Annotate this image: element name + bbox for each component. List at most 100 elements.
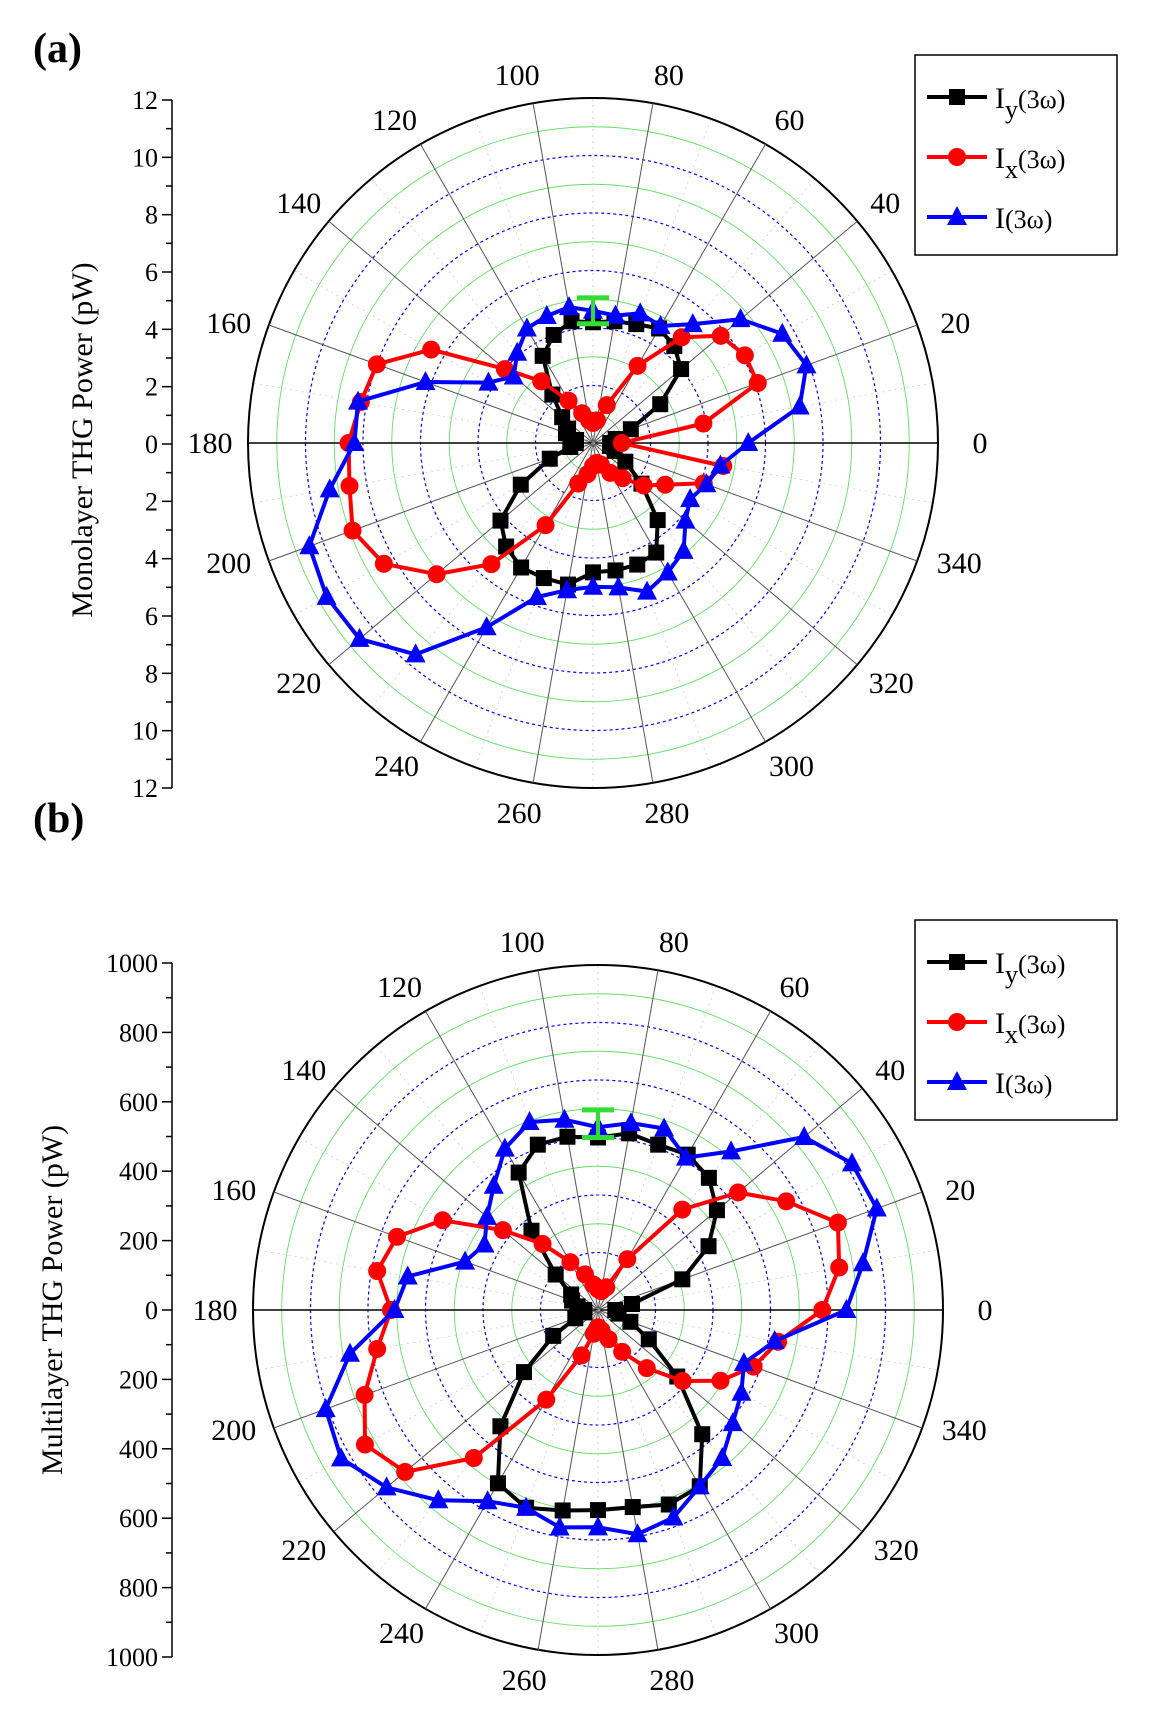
grid-spoke [592, 442, 858, 666]
radial-tick-label: 600 [119, 1088, 158, 1117]
grid-spoke-minor [592, 118, 712, 444]
legend-item-Ix: Ix(3ω) [927, 142, 1065, 184]
data-point [387, 1227, 406, 1246]
radial-tick-label: 200 [119, 1365, 158, 1394]
angle-tick-label: 220 [276, 667, 321, 700]
angle-tick-label: 140 [281, 1054, 326, 1087]
y-axis-title-a: Monolayer THG Power (pW) [66, 262, 99, 617]
legend-label: I(3ω) [995, 202, 1052, 235]
radial-axis-b: 0 200 200 400 400 600 600 800 800 1000 1000 [106, 949, 173, 1672]
data-point [355, 1385, 374, 1404]
data-point [710, 454, 731, 474]
data-point [563, 313, 580, 330]
legend-item-I: I(3ω) [927, 1067, 1052, 1100]
legend-label-sub: x [1005, 1020, 1018, 1049]
angle-tick-label: 240 [374, 750, 419, 783]
radial-tick-label: 12 [132, 86, 158, 115]
data-point [630, 302, 651, 322]
data-point [557, 579, 578, 599]
data-point [738, 432, 759, 451]
legend-item-Iy: Iy(3ω) [927, 82, 1065, 124]
data-point [712, 1446, 733, 1466]
y-axis-title-b: Multilayer THG Power (pW) [36, 1125, 69, 1475]
data-point [478, 371, 499, 391]
data-point [529, 1136, 546, 1153]
legend-item-Iy: Iy(3ω) [927, 947, 1065, 989]
legend-label-main: I [995, 142, 1005, 175]
legend-label: I(3ω) [995, 1067, 1052, 1100]
angle-tick-label: 200 [211, 1414, 256, 1447]
data-point [483, 1174, 504, 1194]
angle-tick-label: 300 [774, 1617, 819, 1650]
data-point [682, 313, 703, 333]
angle-tick-label: 160 [211, 1174, 256, 1207]
data-point [477, 1205, 498, 1225]
data-point [495, 360, 514, 379]
grid-spoke [592, 143, 766, 444]
data-point [607, 562, 624, 579]
legend-label-main: I [995, 947, 1005, 980]
angle-tick-label: 200 [206, 547, 251, 580]
data-point [608, 576, 629, 596]
data-point [729, 1183, 748, 1202]
data-point [624, 1499, 641, 1516]
angle-spokes-a [248, 98, 938, 788]
grid-spoke [592, 442, 918, 562]
data-point [455, 1250, 476, 1270]
angle-tick-label: 180 [193, 1294, 238, 1327]
legend-label-rest: (3ω) [1005, 205, 1052, 234]
grid-spoke [273, 1191, 599, 1311]
data-point [675, 509, 696, 529]
legend-item-Ix: Ix(3ω) [927, 1007, 1065, 1049]
radial-tick-label: 200 [119, 1227, 158, 1256]
data-point [349, 627, 370, 647]
data-point [866, 1197, 887, 1217]
series-I [299, 296, 817, 663]
data-point [340, 476, 359, 495]
legend-label-rest: (3ω) [1005, 1070, 1052, 1099]
radial-tick-label: 400 [119, 1435, 158, 1464]
data-point [588, 1516, 608, 1536]
data-point [503, 365, 524, 385]
data-point [605, 304, 626, 324]
data-point [634, 476, 653, 495]
data-point [637, 580, 658, 600]
data-point [649, 512, 666, 529]
legend-label-main: I [995, 202, 1005, 235]
data-point [559, 1128, 576, 1145]
grid-spoke [537, 1309, 599, 1650]
angle-tick-label: 340 [942, 1414, 987, 1447]
angle-tick-label: 120 [372, 104, 417, 137]
series-Ix [339, 326, 767, 584]
data-point [367, 355, 386, 374]
data-point [545, 1327, 562, 1344]
legend-label-sub: x [1005, 155, 1018, 184]
angle-tick-label: 300 [769, 750, 814, 783]
angle-tick-label: 320 [874, 1534, 919, 1567]
data-point [618, 1250, 637, 1269]
data-point [627, 1523, 648, 1543]
panel-b: (b) 0 20 40 60 80 100 120 140 160 180 200 220 240 260… [33, 796, 1118, 1697]
data-point [510, 1164, 527, 1181]
angle-tick-label: 40 [875, 1054, 905, 1087]
angle-tick-label: 80 [654, 59, 684, 92]
data-point [623, 1296, 640, 1313]
radial-tick-label: 6 [145, 258, 158, 287]
data-point [572, 1346, 591, 1365]
data-point [384, 1299, 405, 1318]
series-line [495, 1131, 719, 1513]
legend-label: Ix(3ω) [995, 1007, 1065, 1049]
radial-tick-label: 1000 [106, 949, 158, 978]
legend-marker [949, 89, 965, 105]
angle-tick-label: 280 [644, 797, 689, 830]
data-point [590, 1502, 606, 1519]
legend-label-sub: y [1005, 960, 1018, 989]
data-point [830, 1258, 849, 1277]
data-point [789, 395, 810, 415]
angle-labels-a: 0 20 40 60 80 100 120 140 160 180 200 220 240 260 280 3… [188, 59, 988, 830]
angle-tick-label: 280 [649, 1664, 694, 1697]
angle-tick-label: 180 [188, 427, 233, 460]
data-point [507, 341, 528, 361]
panel-a: (a) 020406080100120140160180200220240260… [33, 26, 1118, 830]
data-point [673, 1200, 692, 1219]
